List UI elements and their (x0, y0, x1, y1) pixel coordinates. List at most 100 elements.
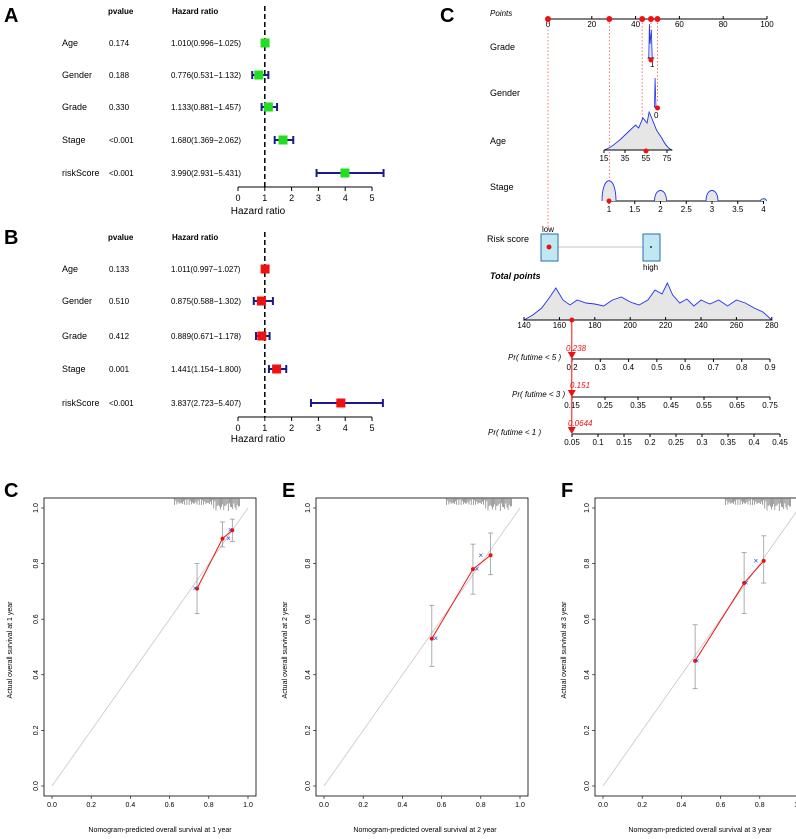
row-hazard-ratio: 0.889(0.671−1.178) (171, 332, 241, 341)
forest-plot-b: pvalue Hazard ratio Hazard ratio 0 1 2 3 4 5 A… (62, 232, 384, 445)
pr3-tick-label: 0.65 (729, 401, 745, 410)
x-tick-label: 0.6 (165, 802, 175, 809)
stage-density (654, 190, 667, 202)
row-label: Stage (62, 364, 86, 374)
y-tick-label: 0.6 (33, 614, 40, 624)
y-tick-label: 0.6 (305, 614, 312, 624)
total-tick-label: 180 (588, 321, 602, 330)
nomo-pr5-value: 0.238 (566, 344, 587, 353)
x-tick-label: 1 (262, 423, 267, 433)
panel-label-e: E (282, 480, 295, 502)
bias-corrected-marker: × (193, 584, 198, 593)
panel-label-c-nomogram: C (440, 5, 454, 27)
pr5-tick-label: 0.4 (623, 363, 635, 372)
forest-plot-a: pvalue Hazard ratio Hazard ratio 0 1 2 3 4 5 A… (62, 6, 385, 217)
pr1-tick-label: 0.2 (644, 438, 656, 447)
x-tick-label: 0.0 (598, 802, 608, 809)
y-tick-label: 0.2 (305, 725, 312, 735)
pr3-tick-label: 0.35 (630, 401, 646, 410)
points-marker (647, 16, 654, 22)
risk-point (546, 244, 552, 250)
risk-high-dot (650, 246, 652, 248)
grade-density (648, 23, 653, 59)
y-tick-label: 0.8 (584, 559, 591, 569)
pr1-tick-label: 0.35 (720, 438, 736, 447)
hr-marker (340, 168, 350, 178)
pr1-tick-label: 0.25 (668, 438, 684, 447)
stage-tick-label: 1 (607, 205, 612, 214)
y-tick-label: 0.4 (305, 670, 312, 680)
stage-tick-label: 2.5 (681, 205, 693, 214)
points-tick-label: 80 (719, 20, 728, 29)
x-tick-label: 0.8 (204, 802, 214, 809)
pr1-tick-label: 0.45 (772, 438, 788, 447)
nomo-pr1-label: Pr( futime < 1 ) (488, 428, 541, 437)
stage-tick-label: 4 (761, 205, 766, 214)
x-tick-label: 0.8 (476, 802, 486, 809)
bias-corrected-marker: × (754, 556, 759, 565)
x-tick-label: 0.8 (755, 802, 765, 809)
bias-corrected-marker: × (226, 534, 231, 543)
plot-frame (315, 497, 529, 797)
stage-point (606, 198, 612, 204)
row-label: Gender (62, 70, 92, 80)
y-tick-label: 0.0 (305, 781, 312, 791)
panel-label-b: B (4, 227, 18, 249)
y-tick-label: 1.0 (584, 503, 591, 513)
x-tick-label: 4 (343, 423, 348, 433)
x-tick-label: 0.6 (716, 802, 726, 809)
row-pvalue: 0.510 (109, 297, 130, 306)
row-pvalue: <0.001 (109, 169, 134, 178)
points-marker (639, 16, 646, 22)
row-hazard-ratio: 1.011(0.997−1.027) (171, 265, 241, 274)
x-tick-label: 2 (289, 423, 294, 433)
row-pvalue: 0.174 (109, 39, 130, 48)
total-tick-label: 220 (659, 321, 673, 330)
row-pvalue: 0.330 (109, 103, 130, 112)
pr5-tick-label: 0.5 (651, 363, 663, 372)
row-label: Stage (62, 135, 86, 145)
forest-a-xlabel: Hazard ratio (231, 206, 286, 217)
observed-point (693, 658, 698, 663)
x-tick-label: 0.0 (47, 802, 57, 809)
x-tick-label: 1.0 (243, 802, 253, 809)
nomo-risk-high-label: high (643, 263, 658, 272)
points-tick-label: 20 (587, 20, 596, 29)
nomo-pr3-label: Pr( futime < 3 ) (512, 390, 565, 399)
pr1-arrow (567, 427, 576, 434)
age-tick-label: 75 (663, 154, 672, 163)
stage-density (705, 190, 719, 202)
y-tick-label: 0.8 (305, 559, 312, 569)
observed-point (742, 581, 747, 586)
pr1-tick-label: 0.4 (748, 438, 760, 447)
x-tick-label: 1.0 (515, 802, 525, 809)
pr5-tick-label: 0.8 (736, 363, 748, 372)
nomo-points-label: Points (490, 9, 512, 18)
row-hazard-ratio: 1.680(1.369−2.062) (171, 136, 241, 145)
x-tick-label: 0 (235, 423, 240, 433)
pr5-tick-label: 0.7 (708, 363, 720, 372)
age-point (643, 148, 649, 154)
x-tick-label: 5 (369, 193, 374, 203)
nomo-pr5-label: Pr( futime < 5 ) (508, 353, 561, 362)
pr1-tick-label: 0.05 (564, 438, 580, 447)
x-tick-label: 0.4 (398, 802, 408, 809)
row-hazard-ratio: 1.010(0.996−1.025) (171, 39, 241, 48)
gender-density (654, 77, 657, 108)
x-tick-label: 0.2 (86, 802, 96, 809)
pr5-tick-label: 0.3 (595, 363, 607, 372)
grade-point (648, 57, 654, 63)
total-tick-label: 280 (765, 321, 779, 330)
age-density (603, 110, 673, 151)
y-tick-label: 0.6 (584, 614, 591, 624)
points-tick-label: 0 (546, 20, 551, 29)
observed-point (220, 536, 225, 541)
forest-b-hr-header: Hazard ratio (172, 233, 218, 242)
row-hazard-ratio: 1.441(1.154−1.800) (171, 365, 241, 374)
bias-corrected-marker: × (478, 551, 483, 560)
nomo-stage-label: Stage (490, 182, 514, 192)
calib-3yr-xlabel: Nomogram-predicted overall survival at 3… (628, 827, 772, 834)
age-tick-label: 35 (621, 154, 630, 163)
hr-marker (263, 102, 273, 112)
row-label: Grade (62, 102, 87, 112)
